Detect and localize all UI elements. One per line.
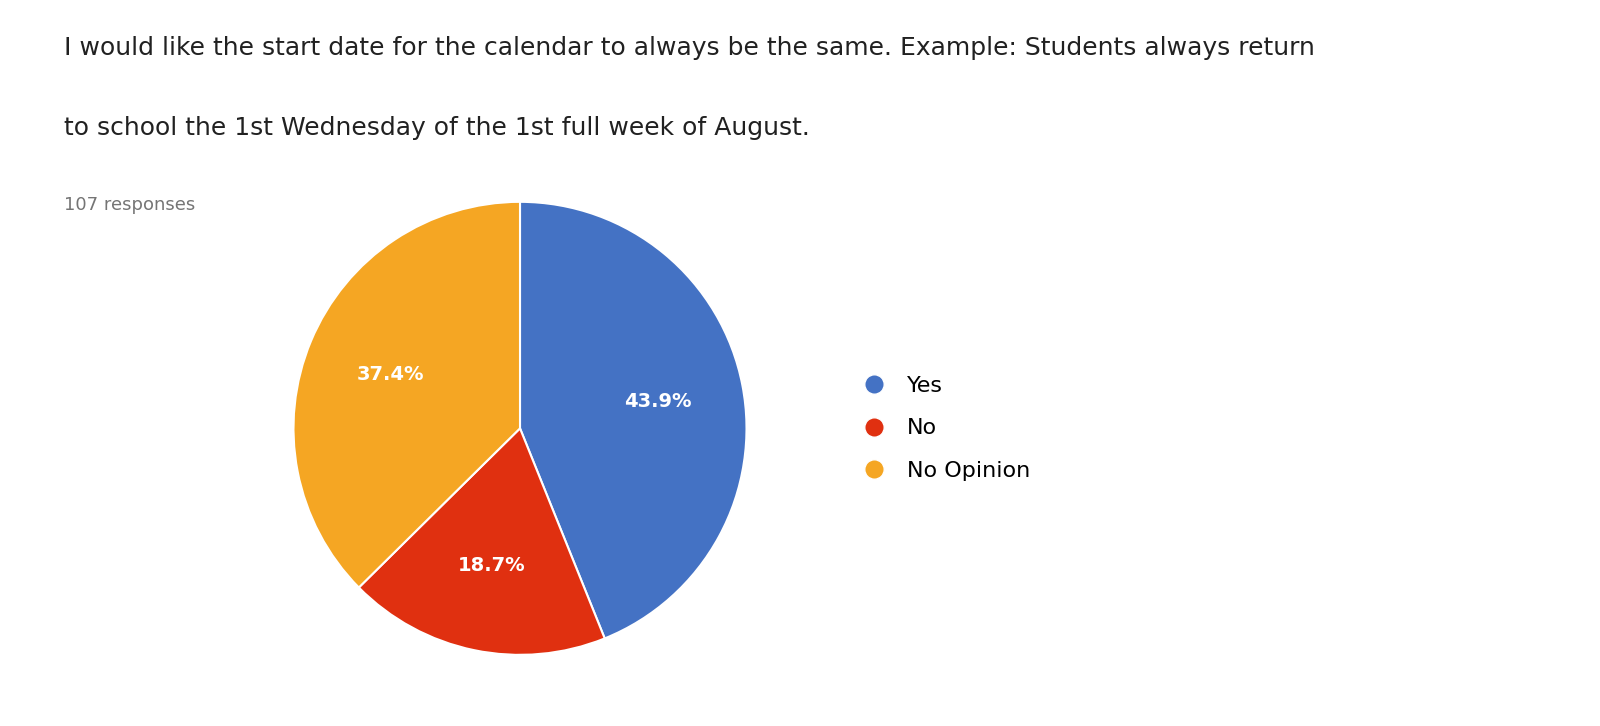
Text: 37.4%: 37.4% [357,364,424,383]
Text: 18.7%: 18.7% [458,556,525,576]
Text: 107 responses: 107 responses [64,196,195,214]
Legend: Yes, No, No Opinion: Yes, No, No Opinion [843,367,1038,489]
Wedge shape [293,202,520,587]
Wedge shape [520,202,747,638]
Text: I would like the start date for the calendar to always be the same. Example: Stu: I would like the start date for the cale… [64,36,1315,60]
Text: 43.9%: 43.9% [624,392,691,411]
Wedge shape [358,428,605,655]
Text: to school the 1st Wednesday of the 1st full week of August.: to school the 1st Wednesday of the 1st f… [64,116,810,140]
